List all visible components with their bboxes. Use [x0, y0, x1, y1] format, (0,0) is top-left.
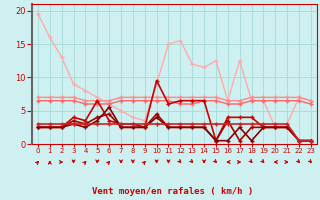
Text: Vent moyen/en rafales ( km/h ): Vent moyen/en rafales ( km/h ): [92, 187, 253, 196]
